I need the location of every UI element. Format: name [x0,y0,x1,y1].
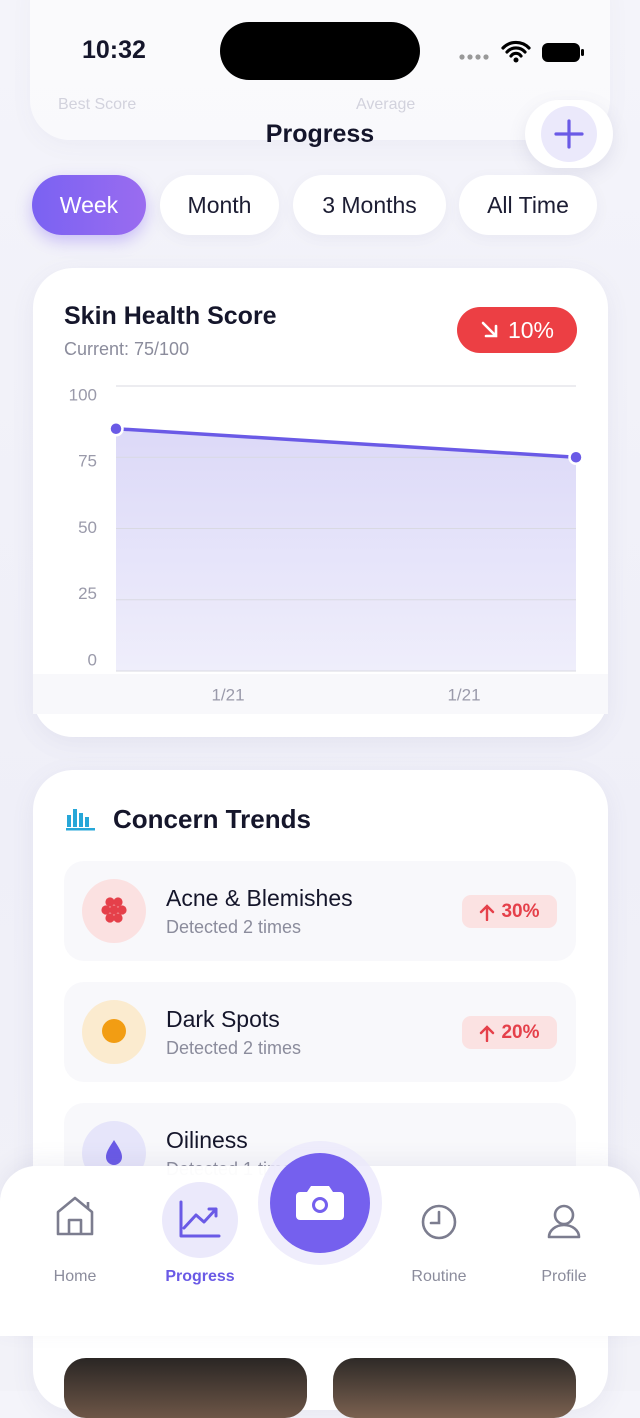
y-tick-label: 0 [88,650,97,669]
change-value: 20% [501,1021,540,1043]
change-badge: 30% [462,895,557,928]
card-title: Skin Health Score [64,302,277,330]
concern-name: Acne & Blemishes [166,885,353,911]
point [108,421,124,437]
change-value: 30% [501,900,540,922]
icon-glyph [106,1140,122,1165]
tab[interactable]: Month [160,175,279,235]
y-tick-label: 75 [78,452,97,471]
up-arrow-icon [480,1024,495,1042]
routine-icon [421,1204,457,1240]
line-chart: 0 25 50 75 100 1/21 1/21 [33,385,608,714]
change-value: 10% [507,316,555,343]
concern-name: Oiliness [166,1127,248,1153]
home-icon [56,1196,94,1236]
tab[interactable]: All Time [459,175,597,235]
line [115,427,577,459]
x-axis-band [33,674,608,714]
status-time: 10:32 [82,36,146,64]
status-icons [459,40,584,63]
concern-icon [82,1000,146,1064]
y-tick-label: 25 [78,584,97,603]
y-tick-label: 50 [78,518,97,537]
x-tick-label: 1/21 [211,685,244,704]
nav-label[interactable]: Home [53,1268,97,1285]
y-tick-label: 100 [69,385,97,404]
page-title: Progress [265,120,375,148]
add-icon [541,106,597,162]
section-title: Concern Trends [113,804,311,834]
point [568,449,584,465]
concern-row[interactable]: Dark Spots Detected 2 times 20% [64,982,576,1082]
up-arrow-icon [480,903,495,921]
icon-glyph [102,1019,126,1043]
tab[interactable]: Week [32,175,146,235]
tab[interactable]: 3 Months [293,175,446,235]
nav-icons [56,1141,581,1265]
down-arrow-icon [481,321,498,338]
concern-icon [82,879,146,943]
nav-label[interactable]: Profile [541,1268,587,1285]
add-button[interactable] [525,100,613,168]
nav-label[interactable]: Progress [165,1268,235,1285]
dynamic-island [220,22,420,80]
stat-label: Best Score [58,96,137,113]
change-badge: 10% [457,307,577,353]
stat-label: Average [356,96,416,113]
concern-detail: Detected 2 times [166,1038,302,1058]
concern-row[interactable]: Acne & Blemishes Detected 2 times 30% [64,861,576,961]
area [116,428,576,671]
profile-icon [553,1204,575,1226]
progress-icon [179,1200,221,1238]
icon-glyph [101,897,127,923]
x-tick-label: 1/21 [447,685,480,704]
photo-thumb[interactable] [64,1358,307,1418]
trend-icon [66,809,95,831]
nav-label[interactable]: Routine [411,1268,467,1285]
card-subtitle: Current: 75/100 [64,339,190,359]
concern-name: Dark Spots [166,1006,280,1032]
change-badge: 20% [462,1016,557,1049]
concern-detail: Detected 2 times [166,917,302,937]
photo-thumb[interactable] [333,1358,576,1418]
